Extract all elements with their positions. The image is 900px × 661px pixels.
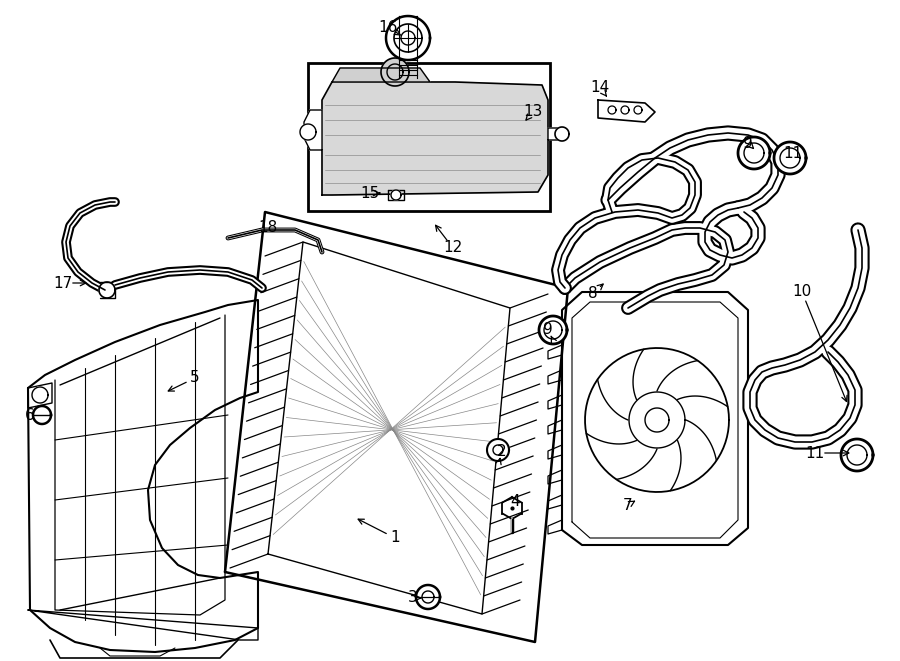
Bar bbox=[308, 63, 550, 211]
Polygon shape bbox=[548, 128, 562, 140]
Text: 11: 11 bbox=[783, 145, 803, 161]
Polygon shape bbox=[585, 348, 729, 492]
Text: 14: 14 bbox=[590, 81, 609, 95]
Polygon shape bbox=[416, 585, 440, 609]
Text: 1: 1 bbox=[391, 531, 400, 545]
Polygon shape bbox=[841, 439, 873, 471]
Polygon shape bbox=[598, 100, 655, 122]
Polygon shape bbox=[774, 142, 806, 174]
Polygon shape bbox=[381, 58, 409, 86]
Polygon shape bbox=[33, 406, 51, 424]
Text: 7: 7 bbox=[623, 498, 633, 512]
Text: 5: 5 bbox=[190, 371, 200, 385]
Text: 18: 18 bbox=[258, 221, 277, 235]
Polygon shape bbox=[99, 282, 115, 298]
Polygon shape bbox=[332, 68, 430, 82]
Text: 11: 11 bbox=[806, 446, 824, 461]
Text: 8: 8 bbox=[589, 286, 598, 301]
Polygon shape bbox=[539, 316, 567, 344]
Polygon shape bbox=[32, 387, 48, 403]
Text: 17: 17 bbox=[53, 276, 73, 290]
Text: 12: 12 bbox=[444, 241, 463, 256]
Text: 10: 10 bbox=[792, 284, 812, 299]
Text: 2: 2 bbox=[497, 444, 507, 459]
Polygon shape bbox=[608, 106, 616, 114]
Polygon shape bbox=[225, 212, 568, 642]
Text: 15: 15 bbox=[360, 186, 380, 200]
Polygon shape bbox=[300, 124, 316, 140]
Polygon shape bbox=[487, 439, 509, 461]
Polygon shape bbox=[394, 24, 422, 52]
Polygon shape bbox=[322, 82, 548, 195]
Polygon shape bbox=[621, 106, 629, 114]
Polygon shape bbox=[562, 292, 748, 545]
Polygon shape bbox=[738, 137, 770, 169]
Polygon shape bbox=[634, 106, 642, 114]
Polygon shape bbox=[391, 190, 401, 200]
Polygon shape bbox=[28, 300, 258, 652]
Polygon shape bbox=[629, 392, 685, 448]
Polygon shape bbox=[386, 16, 430, 60]
Text: 6: 6 bbox=[25, 407, 35, 422]
Text: 9: 9 bbox=[743, 136, 753, 151]
Text: 4: 4 bbox=[510, 494, 520, 510]
Polygon shape bbox=[645, 408, 669, 432]
Text: 13: 13 bbox=[523, 104, 543, 120]
Text: 9: 9 bbox=[543, 323, 553, 338]
Polygon shape bbox=[304, 110, 322, 150]
Text: 16: 16 bbox=[378, 20, 398, 34]
Polygon shape bbox=[555, 127, 569, 141]
Text: 3: 3 bbox=[408, 590, 418, 605]
